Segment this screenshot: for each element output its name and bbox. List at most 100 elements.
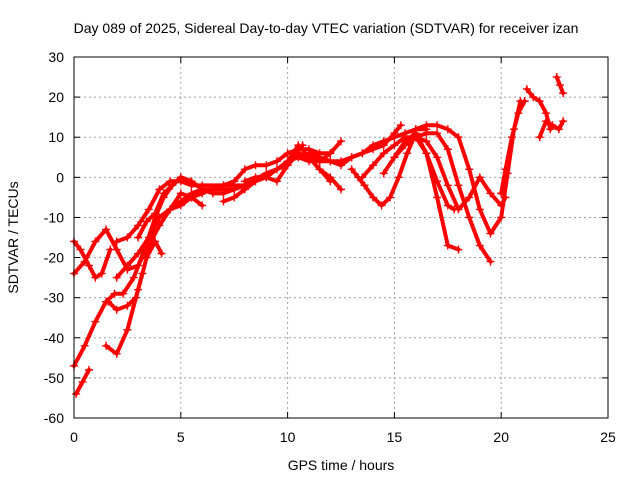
data-point [240, 185, 249, 194]
y-axis-ticks: -60 -50 -40 -30 -20 -10 0 10 20 30 [44, 49, 608, 426]
data-point [555, 81, 564, 90]
data-point [554, 125, 563, 134]
data-point [454, 133, 463, 142]
data-point [251, 161, 260, 170]
data-point [337, 161, 345, 170]
data-point [198, 185, 207, 194]
data-point [443, 125, 452, 134]
data-point [176, 173, 185, 182]
data-point [159, 189, 168, 198]
data-point [358, 149, 367, 158]
data-point [475, 173, 484, 182]
data-point [360, 181, 369, 190]
data-point [76, 245, 85, 254]
data-point [422, 149, 431, 158]
series-arc-20 [401, 133, 459, 214]
data-point [91, 317, 100, 326]
data-point [102, 341, 111, 350]
data-point [514, 109, 523, 118]
y-tick-label: -50 [44, 370, 64, 386]
data-point [396, 121, 405, 130]
data-point [337, 185, 345, 194]
data-point [106, 245, 115, 254]
series-line [72, 239, 113, 280]
data-point [262, 161, 271, 170]
data-point [443, 201, 452, 210]
data-point [272, 177, 281, 186]
data-point [134, 233, 143, 242]
data-point [386, 193, 395, 202]
series-arc-25 [552, 73, 568, 98]
data-point [187, 189, 196, 198]
data-point [123, 261, 132, 270]
data-point [294, 141, 303, 150]
data-point [129, 273, 138, 282]
data-point [497, 213, 506, 222]
data-point [379, 169, 388, 178]
data-point [72, 389, 81, 398]
data-point [155, 185, 164, 194]
data-point [110, 289, 119, 298]
x-tick-label: 20 [493, 429, 509, 445]
data-point [240, 177, 249, 186]
data-point [379, 149, 388, 158]
data-point [559, 89, 568, 98]
series-arc-23 [522, 85, 555, 134]
data-point [187, 177, 196, 186]
data-point [486, 189, 495, 198]
data-point [377, 201, 386, 210]
series-arc-09 [134, 173, 239, 242]
data-point [337, 137, 345, 146]
data-point [369, 161, 378, 170]
y-tick-label: -40 [44, 330, 64, 346]
data-point [134, 221, 143, 230]
data-point [475, 241, 484, 250]
data-point [230, 185, 239, 194]
data-point [326, 149, 335, 158]
data-point [198, 201, 207, 210]
data-point [176, 197, 185, 206]
data-point [454, 245, 463, 254]
data-point [379, 141, 388, 150]
data-point [272, 157, 281, 166]
data-point [522, 85, 531, 94]
y-tick-label: -10 [44, 209, 64, 225]
data-point [390, 153, 399, 162]
chart-title: Day 089 of 2025, Sidereal Day-to-day VTE… [74, 20, 579, 36]
data-point [80, 341, 89, 350]
data-point [433, 129, 442, 138]
data-point [433, 121, 442, 130]
series-arc-24 [535, 117, 568, 142]
data-point [240, 165, 249, 174]
data-point [433, 177, 442, 186]
data-point [520, 97, 529, 106]
data-point [157, 249, 166, 258]
series-arc-06 [104, 269, 147, 314]
data-point [497, 189, 506, 198]
y-tick-label: 30 [48, 49, 64, 65]
data-point [443, 241, 452, 250]
y-tick-label: -60 [44, 410, 64, 426]
data-point [443, 181, 452, 190]
data-point [155, 213, 164, 222]
data-point [529, 93, 538, 102]
data-point [142, 217, 151, 226]
series-arc-15 [304, 121, 405, 170]
series-arc-04 [72, 365, 93, 398]
data-point [535, 133, 544, 142]
data-point [501, 165, 510, 174]
data-series [70, 73, 568, 398]
data-point [369, 145, 378, 154]
data-point [486, 257, 495, 266]
data-point [465, 213, 474, 222]
data-point [97, 269, 106, 278]
data-point [542, 117, 551, 126]
data-point [304, 157, 313, 166]
data-point [422, 137, 431, 146]
plot-frame [73, 56, 609, 419]
data-point [123, 233, 132, 242]
data-point [262, 173, 271, 182]
data-point [123, 301, 132, 310]
data-point [112, 237, 121, 246]
